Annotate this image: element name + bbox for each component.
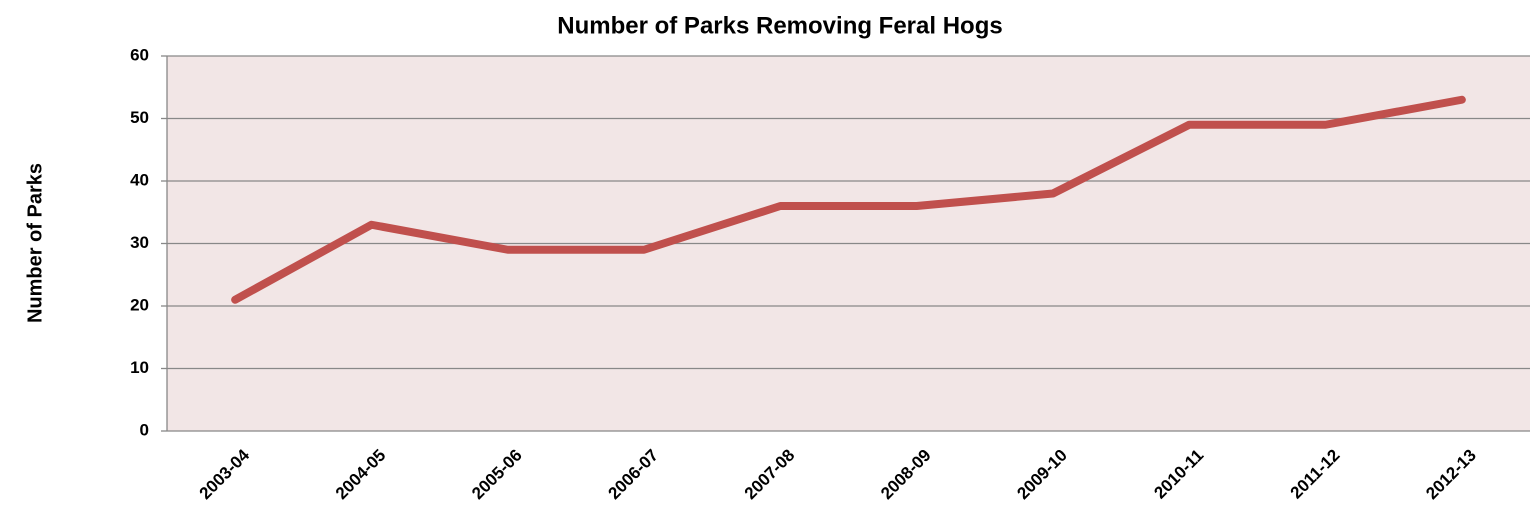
y-tick-label: 20	[130, 295, 149, 314]
y-tick-label: 30	[130, 233, 149, 252]
chart-title: Number of Parks Removing Feral Hogs	[557, 12, 1002, 39]
x-tick-label: 2007-08	[741, 446, 799, 504]
x-tick-label: 2004-05	[332, 446, 390, 504]
y-tick-label: 60	[130, 45, 149, 64]
x-tick-label: 2006-07	[604, 446, 662, 504]
data-line	[231, 95, 1466, 304]
x-tick-label: 2005-06	[468, 446, 526, 504]
x-tick-label: 2009-10	[1013, 446, 1071, 504]
y-tick-label: 40	[130, 170, 149, 189]
x-tick-label: 2008-09	[877, 446, 935, 504]
x-tick-label: 2012-13	[1422, 446, 1480, 504]
y-tick-label: 0	[140, 420, 149, 439]
x-tick-label: 2003-04	[196, 445, 254, 503]
y-axis-label: Number of Parks	[24, 163, 46, 323]
y-tick-label: 10	[130, 358, 149, 377]
y-tick-label: 50	[130, 108, 149, 127]
x-tick-label: 2010-11	[1150, 446, 1207, 503]
x-tick-label: 2011-12	[1287, 446, 1344, 503]
